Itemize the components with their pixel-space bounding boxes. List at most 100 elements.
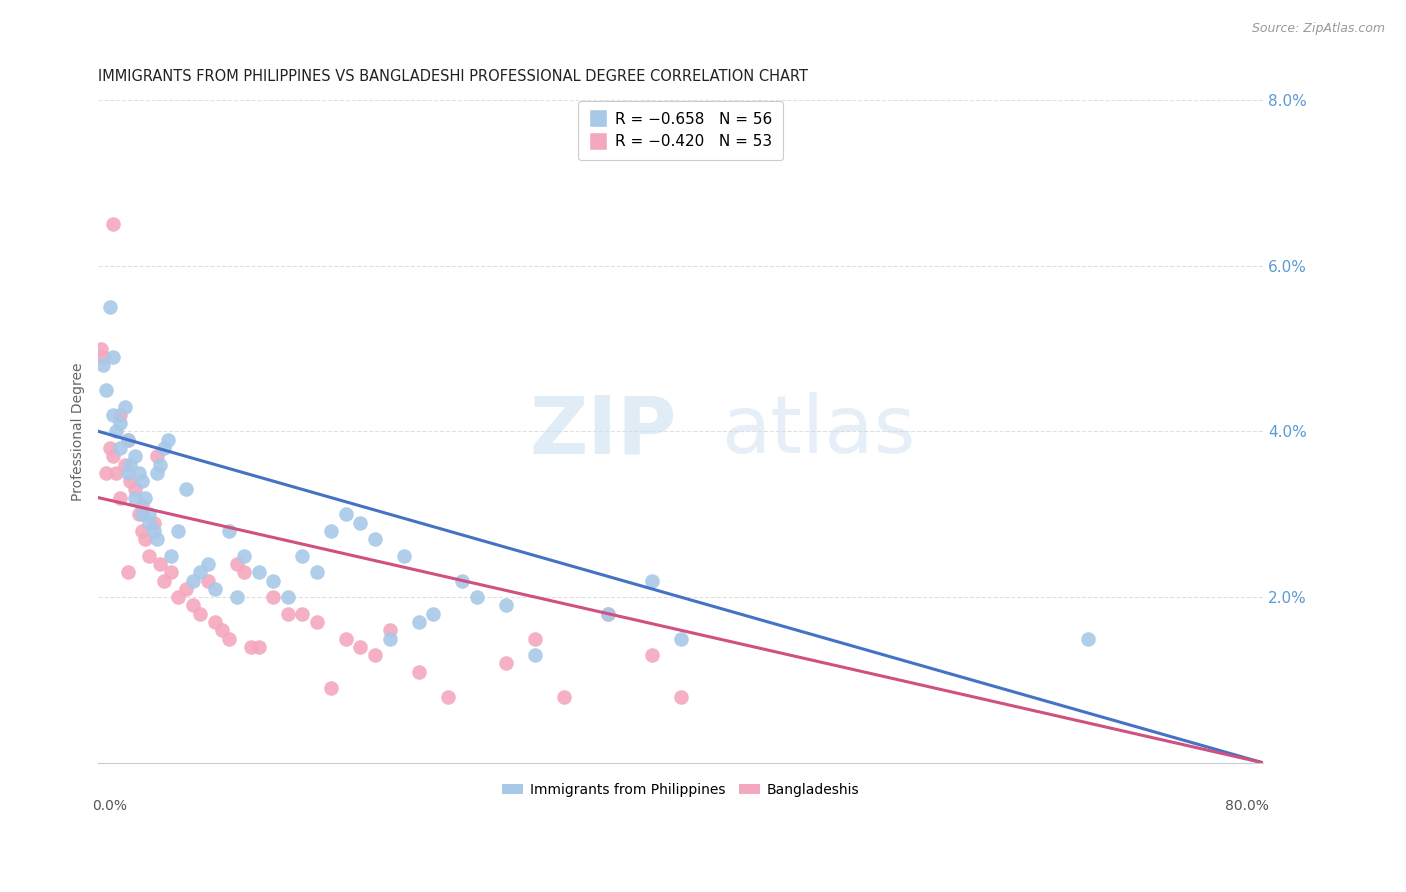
Point <box>138 516 160 530</box>
Text: atlas: atlas <box>721 392 915 470</box>
Point <box>305 615 328 629</box>
Point <box>596 607 619 621</box>
Point <box>142 524 165 538</box>
Point <box>524 632 547 646</box>
Point <box>124 483 146 497</box>
Point <box>91 350 114 364</box>
Point <box>233 566 256 580</box>
Text: IMMIGRANTS FROM PHILIPPINES VS BANGLADESHI PROFESSIONAL DEGREE CORRELATION CHART: IMMIGRANTS FROM PHILIPPINES VS BANGLADES… <box>98 69 808 84</box>
Point <box>225 590 247 604</box>
Point <box>117 433 139 447</box>
Point <box>110 441 132 455</box>
Point <box>120 474 142 488</box>
Point <box>131 507 153 521</box>
Point <box>145 532 167 546</box>
Point <box>364 648 387 662</box>
Point <box>277 590 299 604</box>
Point <box>451 574 474 588</box>
Point <box>321 681 343 696</box>
Point <box>153 441 176 455</box>
Point <box>495 657 517 671</box>
Point <box>218 632 240 646</box>
Y-axis label: Professional Degree: Professional Degree <box>72 362 86 500</box>
Point <box>247 640 270 654</box>
Point <box>349 640 371 654</box>
Point <box>392 549 415 563</box>
Point <box>117 466 139 480</box>
Point <box>669 690 692 704</box>
Point <box>233 549 256 563</box>
Point <box>596 607 619 621</box>
Point <box>153 574 176 588</box>
Point <box>465 590 488 604</box>
Point <box>145 449 167 463</box>
Text: 0.0%: 0.0% <box>93 799 128 814</box>
Point <box>188 607 211 621</box>
Point <box>204 582 226 596</box>
Point <box>1077 632 1099 646</box>
Point <box>197 557 219 571</box>
Point <box>104 425 127 439</box>
Point <box>110 416 132 430</box>
Point <box>145 466 167 480</box>
Point <box>120 458 142 472</box>
Text: Source: ZipAtlas.com: Source: ZipAtlas.com <box>1251 22 1385 36</box>
Point <box>128 466 150 480</box>
Point <box>128 507 150 521</box>
Point <box>94 466 117 480</box>
Point <box>157 433 180 447</box>
Point <box>247 566 270 580</box>
Point <box>167 590 190 604</box>
Point <box>669 632 692 646</box>
Point <box>101 408 124 422</box>
Point <box>167 524 190 538</box>
Point <box>291 607 314 621</box>
Point <box>110 491 132 505</box>
Point <box>114 400 136 414</box>
Point <box>378 632 401 646</box>
Point <box>335 632 357 646</box>
Point <box>335 507 357 521</box>
Point <box>262 574 284 588</box>
Point <box>134 491 156 505</box>
Point <box>110 408 132 422</box>
Point <box>138 549 160 563</box>
Point <box>321 524 343 538</box>
Point <box>524 648 547 662</box>
Point <box>378 624 401 638</box>
Point <box>138 507 160 521</box>
Point <box>204 615 226 629</box>
Point <box>495 599 517 613</box>
Point <box>197 574 219 588</box>
Point <box>160 549 183 563</box>
Point <box>101 449 124 463</box>
Text: 80.0%: 80.0% <box>1225 799 1268 814</box>
Point <box>349 516 371 530</box>
Point <box>211 624 233 638</box>
Point <box>101 217 124 231</box>
Point <box>124 491 146 505</box>
Point <box>148 557 170 571</box>
Point <box>114 458 136 472</box>
Point <box>117 433 139 447</box>
Point <box>98 300 121 314</box>
Point <box>262 590 284 604</box>
Point <box>218 524 240 538</box>
Point <box>174 483 197 497</box>
Point <box>240 640 263 654</box>
Point <box>181 574 204 588</box>
Point <box>101 350 124 364</box>
Point <box>160 566 183 580</box>
Point <box>98 441 121 455</box>
Point <box>408 615 430 629</box>
Point <box>422 607 444 621</box>
Point <box>142 516 165 530</box>
Point <box>553 690 575 704</box>
Point <box>408 665 430 679</box>
Text: ZIP: ZIP <box>529 392 676 470</box>
Legend: Immigrants from Philippines, Bangladeshis: Immigrants from Philippines, Bangladeshi… <box>496 777 865 802</box>
Point <box>148 458 170 472</box>
Point <box>640 648 662 662</box>
Point <box>104 466 127 480</box>
Point <box>134 532 156 546</box>
